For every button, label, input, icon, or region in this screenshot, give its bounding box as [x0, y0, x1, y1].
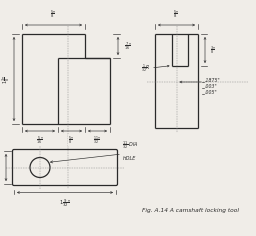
Text: $\frac{3}{8}$": $\frac{3}{8}$": [210, 44, 217, 56]
Text: $\frac{7}{16}$": $\frac{7}{16}$": [124, 40, 133, 52]
Text: .1875": .1875": [205, 79, 221, 84]
Text: $\frac{5}{8}$": $\frac{5}{8}$": [50, 9, 57, 21]
Text: .003": .003": [205, 84, 218, 89]
Text: $\frac{5}{8}$": $\frac{5}{8}$": [0, 164, 4, 171]
Text: $\frac{5}{8}$": $\frac{5}{8}$": [173, 9, 180, 21]
Text: $1\frac{9}{32}$": $1\frac{9}{32}$": [59, 197, 71, 209]
Text: HOLE: HOLE: [123, 156, 136, 161]
Text: $\frac{5}{16}$": $\frac{5}{16}$": [36, 135, 44, 146]
Text: $1\frac{3}{8}$": $1\frac{3}{8}$": [1, 74, 12, 84]
Text: $\frac{1}{32}$R: $\frac{1}{32}$R: [141, 62, 150, 74]
Text: $\frac{11}{32}$ DIA: $\frac{11}{32}$ DIA: [122, 139, 139, 151]
Text: $\frac{11}{32}$": $\frac{11}{32}$": [93, 135, 102, 146]
Text: Fig. A.14 A camshaft locking tool: Fig. A.14 A camshaft locking tool: [142, 208, 239, 214]
Text: $\frac{5}{8}$": $\frac{5}{8}$": [68, 135, 75, 146]
Text: .005": .005": [205, 90, 218, 96]
